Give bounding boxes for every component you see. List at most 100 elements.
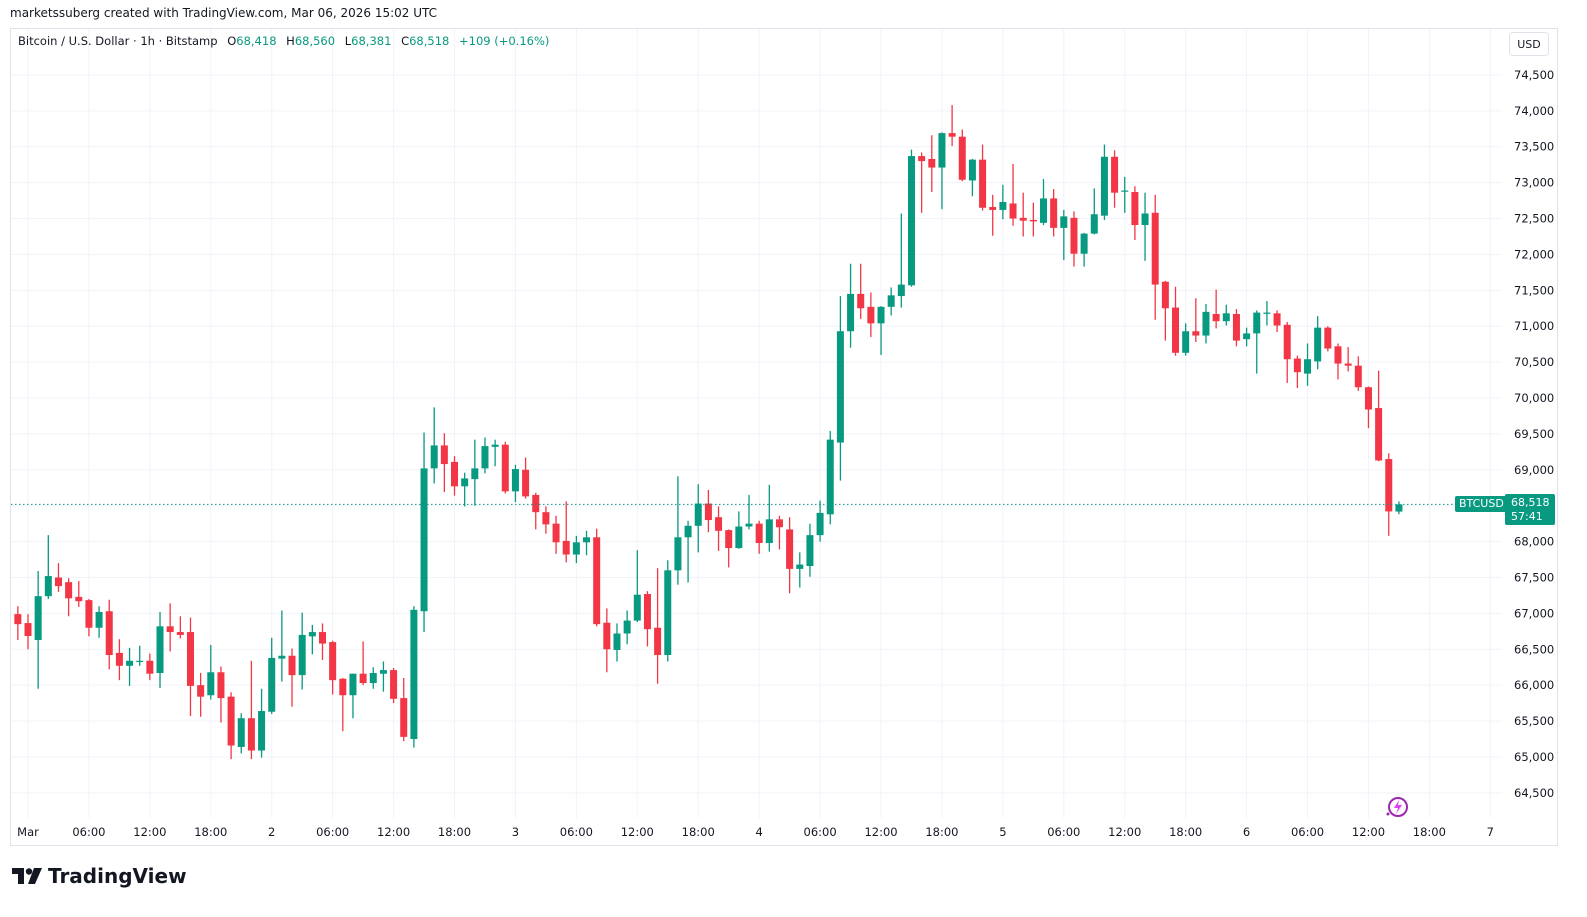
candle-body <box>227 696 235 746</box>
candle-body <box>278 655 286 659</box>
candle-body <box>410 609 418 740</box>
candle-down <box>979 144 987 211</box>
price-tick-label: 67,000 <box>1514 606 1554 620</box>
candle-down <box>1375 370 1383 462</box>
candle-up <box>806 523 814 577</box>
open-value: 68,418 <box>236 34 277 48</box>
candle-down <box>14 606 22 640</box>
low-label: L <box>344 34 352 48</box>
candle-up <box>1141 192 1149 261</box>
candle-body <box>968 159 976 181</box>
candle-down <box>318 623 326 661</box>
candle-body <box>471 468 479 480</box>
candle-up <box>44 535 52 600</box>
candle-down <box>247 660 255 760</box>
candle-body <box>268 657 276 712</box>
candle-down <box>85 599 93 637</box>
candle-up <box>207 644 215 700</box>
candle-body <box>918 156 926 162</box>
candle-down <box>1192 298 1200 343</box>
candle-body <box>95 611 103 628</box>
time-tick-label: 12:00 <box>621 825 654 839</box>
candle-body <box>217 672 225 699</box>
time-tick-label: 12:00 <box>133 825 166 839</box>
bar-countdown: 57:41 <box>1511 510 1543 524</box>
candle-down <box>1324 326 1332 352</box>
candle-down <box>948 105 956 147</box>
time-tick-label: 18:00 <box>1169 825 1202 839</box>
time-tick-label: 3 <box>512 825 519 839</box>
time-tick-label: 4 <box>755 825 762 839</box>
candle-body <box>1172 307 1180 353</box>
candle-up <box>1090 188 1098 235</box>
candle-down <box>1344 347 1352 372</box>
candle-up <box>1395 501 1403 515</box>
candle-body <box>572 542 580 555</box>
candle-body <box>451 461 459 487</box>
candle-up <box>461 472 469 507</box>
candle-body <box>329 642 337 681</box>
candle-body <box>725 530 733 549</box>
candle-up <box>684 520 692 583</box>
candle-body <box>643 594 651 630</box>
tradingview-logo[interactable]: TradingView <box>12 864 187 888</box>
candle-up <box>1202 303 1210 344</box>
candle-down <box>54 563 62 592</box>
candle-body <box>552 523 560 543</box>
candle-down <box>451 456 459 496</box>
candle-body <box>1090 214 1098 234</box>
price-tick-label: 74,500 <box>1514 68 1554 82</box>
candle-body <box>979 159 987 208</box>
candle-body <box>1040 198 1047 223</box>
candle-down <box>288 648 296 707</box>
candle-body <box>1161 281 1169 309</box>
candle-body <box>633 594 641 621</box>
lightning-icon[interactable] <box>1384 795 1410 823</box>
close-value: 68,518 <box>409 34 450 48</box>
candle-down <box>1019 192 1027 237</box>
candle-down <box>562 501 570 563</box>
candle-up <box>420 432 428 633</box>
time-tick-label: 06:00 <box>72 825 105 839</box>
candle-body <box>928 158 936 168</box>
candle-down <box>400 678 408 742</box>
candle-body <box>1314 327 1322 362</box>
chart-credit: marketssuberg created with TradingView.c… <box>10 6 438 20</box>
candle-up <box>765 484 773 552</box>
candle-up <box>664 560 672 662</box>
chart-frame <box>10 28 1558 846</box>
candle-up <box>268 637 276 714</box>
candle-up <box>1243 327 1251 347</box>
candle-body <box>1151 212 1159 285</box>
candle-body <box>176 632 184 635</box>
candle-body <box>583 537 591 543</box>
candle-body <box>715 517 723 531</box>
candle-body <box>1232 314 1240 341</box>
candle-up <box>34 571 42 689</box>
candle-body <box>54 577 62 587</box>
time-tick-label: 5 <box>999 825 1006 839</box>
candle-body <box>156 626 164 673</box>
price-tick-label: 66,000 <box>1514 678 1554 692</box>
candle-body <box>1111 156 1119 193</box>
candle-down <box>1354 356 1362 391</box>
time-tick-label: 06:00 <box>804 825 837 839</box>
candle-up <box>95 606 103 638</box>
candle-body <box>44 576 52 597</box>
symbol-title: Bitcoin / U.S. Dollar · 1h · Bitstamp <box>18 34 218 48</box>
candle-up <box>1080 232 1088 267</box>
candle-up <box>897 213 905 308</box>
currency-button[interactable]: USD <box>1509 32 1549 56</box>
candle-down <box>1070 211 1078 267</box>
price-tick-label: 70,500 <box>1514 355 1554 369</box>
candle-body <box>105 611 113 656</box>
symbol-legend: Bitcoin / U.S. Dollar · 1h · Bitstamp O6… <box>18 34 549 48</box>
candle-down <box>105 599 113 670</box>
candle-down <box>542 506 550 534</box>
time-tick-label: 2 <box>268 825 275 839</box>
price-tick-label: 70,000 <box>1514 391 1554 405</box>
candle-body <box>1222 313 1230 322</box>
candle-body <box>704 503 712 521</box>
candle-up <box>491 439 499 467</box>
